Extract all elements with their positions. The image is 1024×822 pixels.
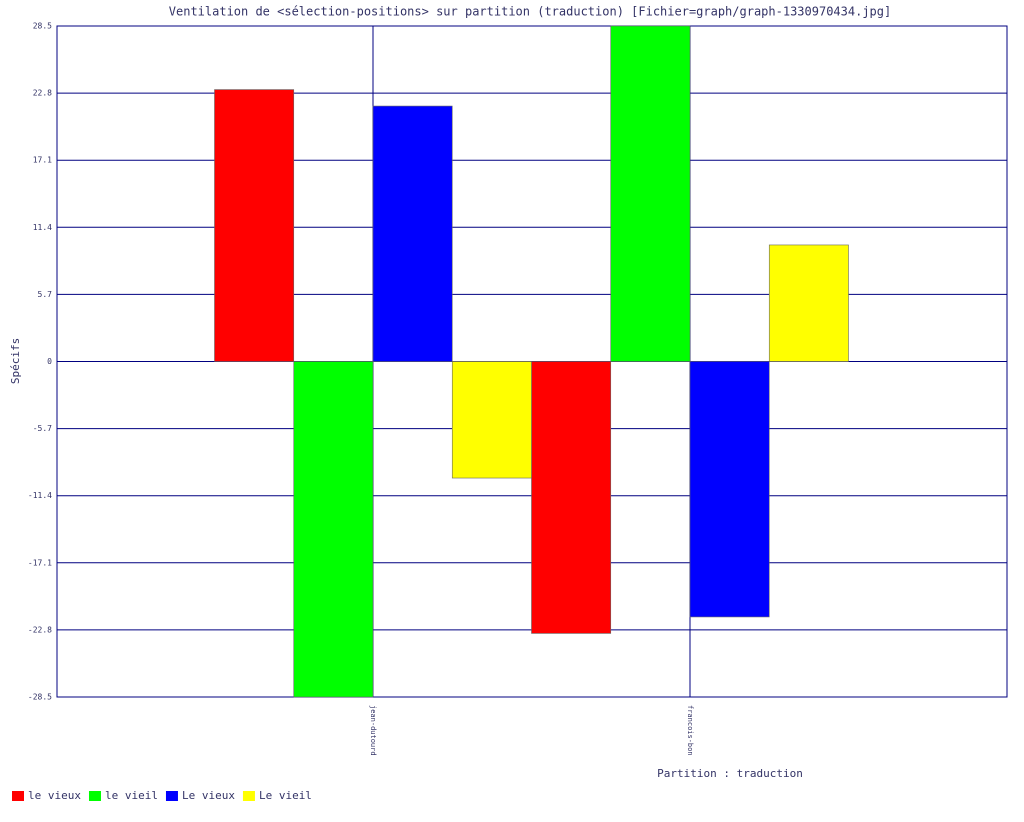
bar [451,361,532,479]
x-tick-label: jean-dutourd [369,705,377,756]
bar [531,361,612,634]
y-axis-label: Spécifs [9,338,22,384]
bar [214,89,295,362]
bar [293,361,374,698]
legend-label: le vieil [105,789,158,802]
legend-label: le vieux [28,789,81,802]
x-tick-label: francois-bon [686,705,694,756]
y-tick-label: 11.4 [33,223,52,232]
y-tick-label: -11.4 [28,491,52,500]
bar [372,105,453,362]
y-tick-label: 5.7 [38,290,53,299]
legend-label: Le vieux [182,789,235,802]
x-axis-label: Partition : traduction [657,767,803,780]
legend-swatch [165,791,178,801]
y-tick-label: 17.1 [33,156,52,165]
legend-swatch [242,791,255,801]
y-tick-label: -22.8 [28,625,52,634]
y-tick-label: 28.5 [33,22,52,31]
y-tick-label: -28.5 [28,693,52,702]
bar [689,361,770,618]
legend-swatch [88,791,101,801]
y-tick-label: 0 [47,357,52,366]
legend-label: Le vieil [259,789,312,802]
chart-title: Ventilation de <sélection-positions> sur… [169,5,891,19]
y-tick-label: -5.7 [33,424,52,433]
bar [768,244,849,362]
y-tick-label: -17.1 [28,558,52,567]
y-tick-label: 22.8 [33,89,52,98]
legend-swatch [12,791,24,801]
bar [610,25,691,362]
